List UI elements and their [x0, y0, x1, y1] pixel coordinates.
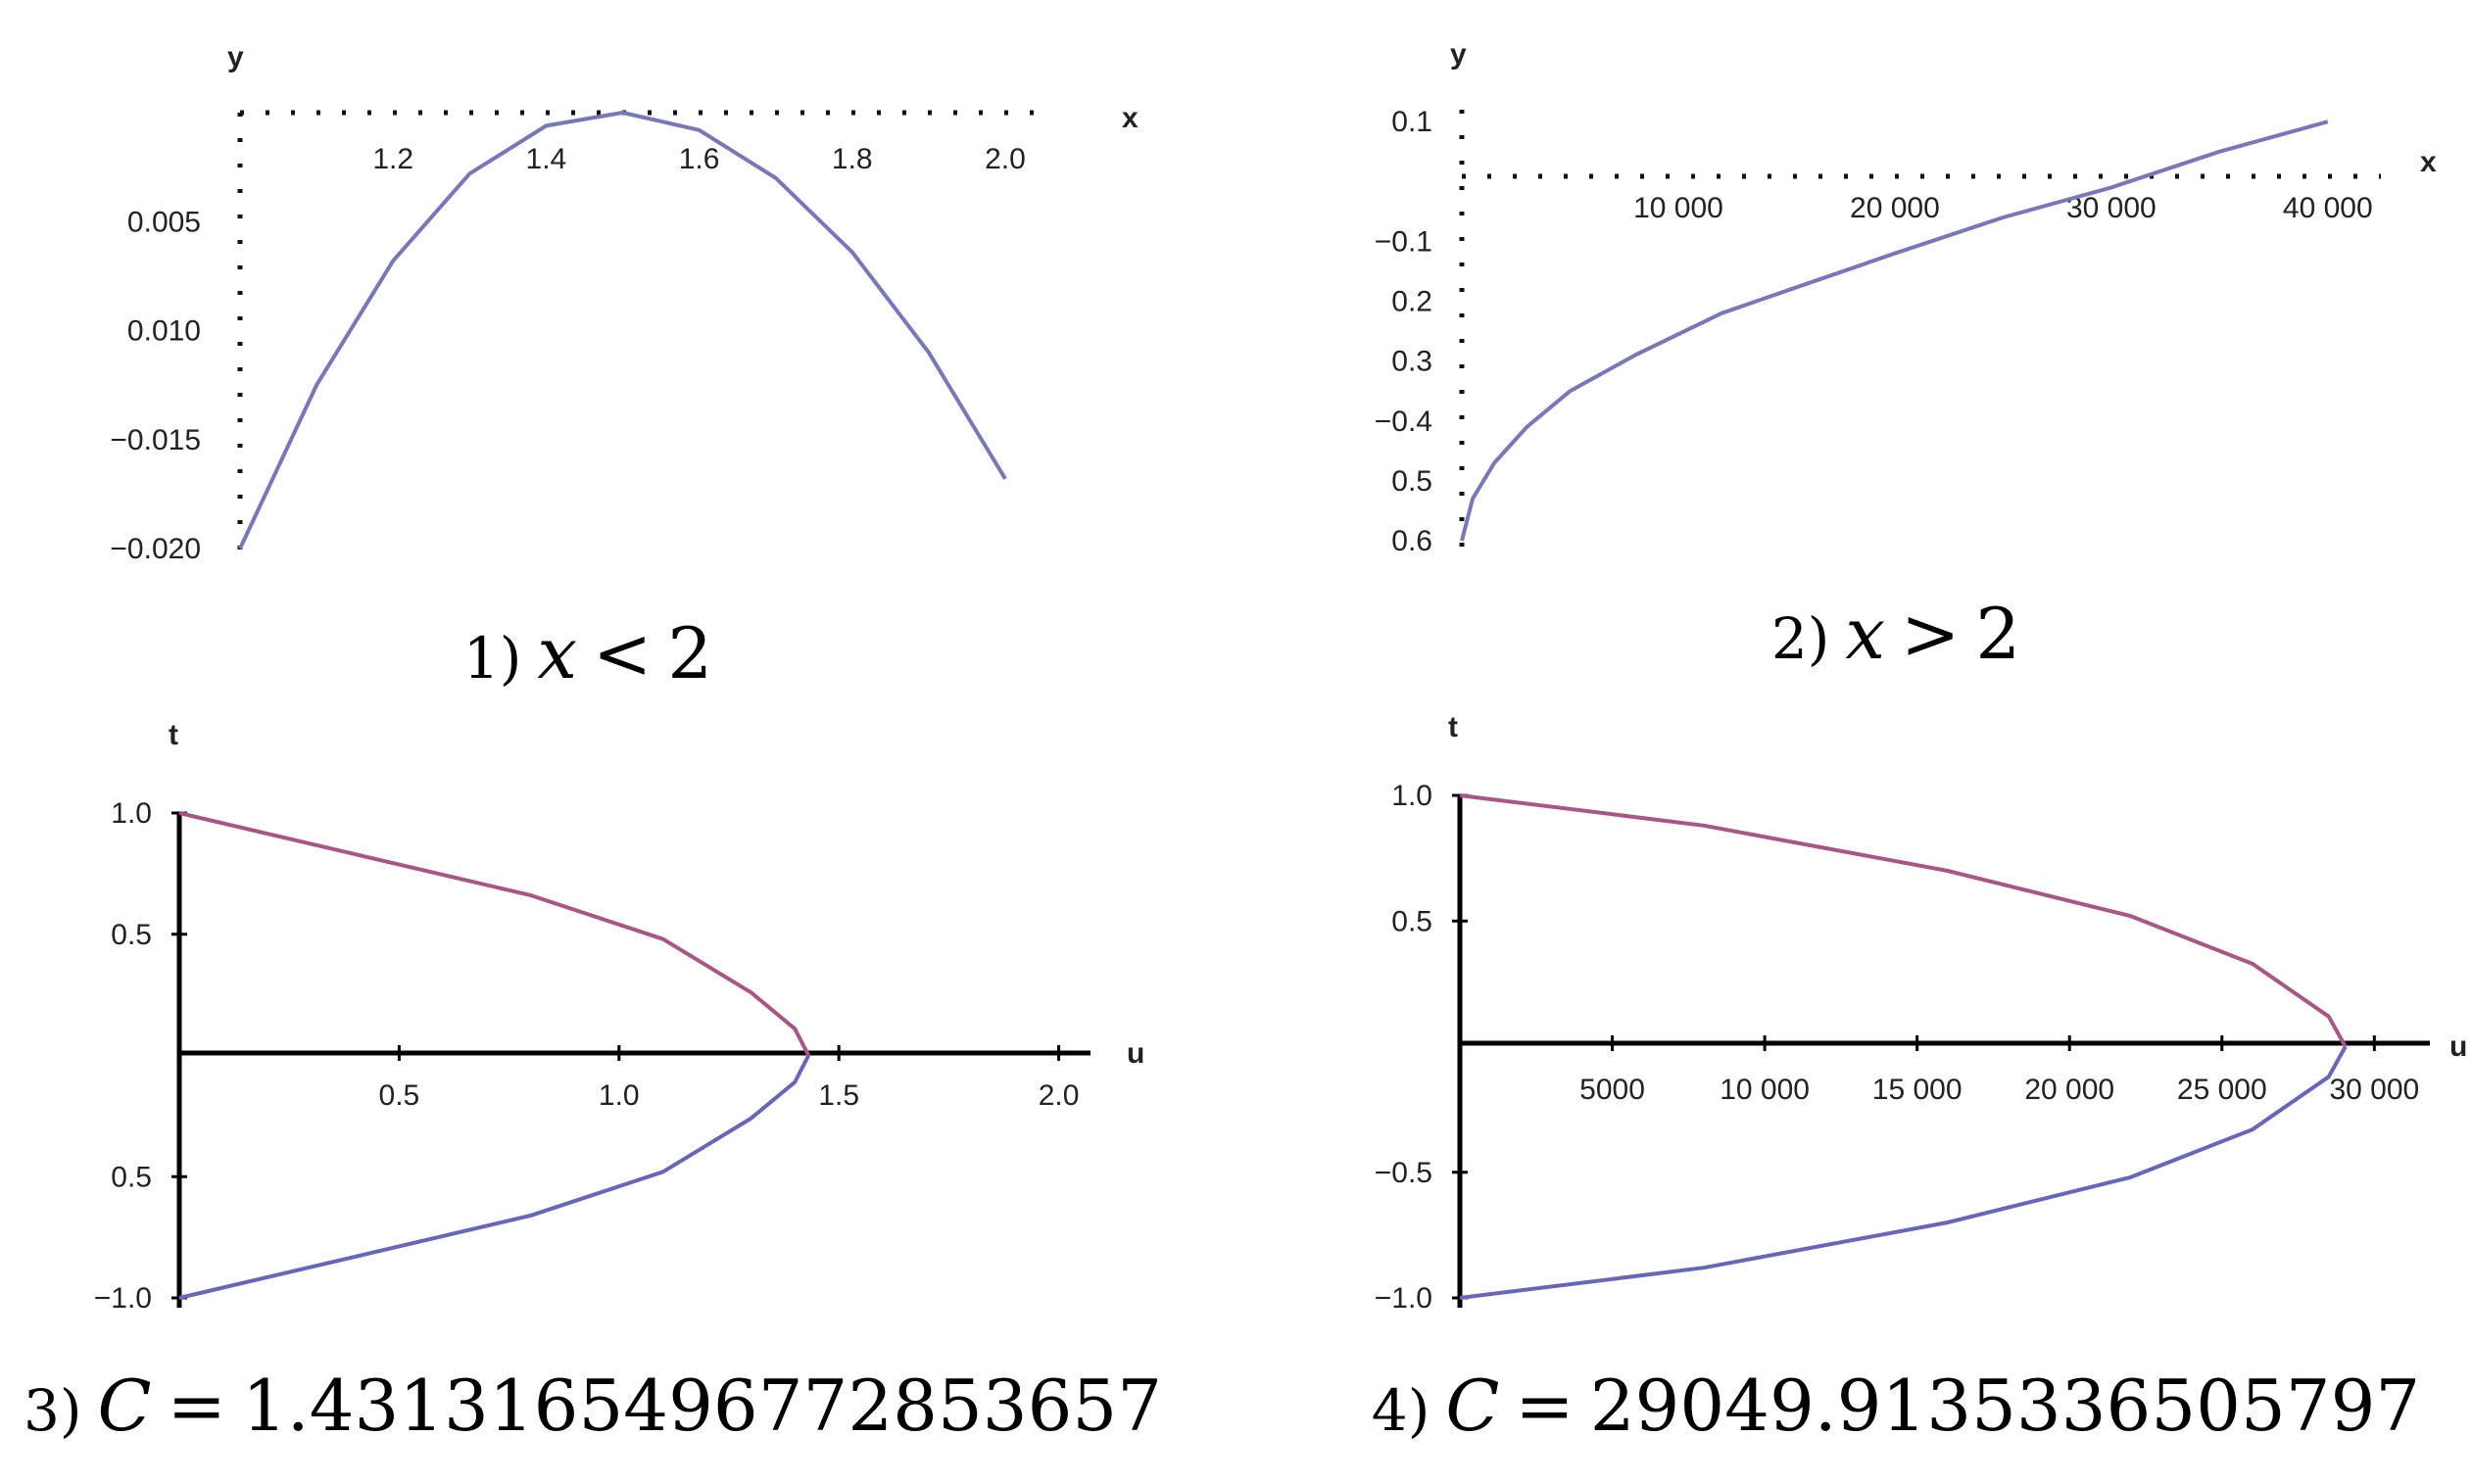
- y-tick-label: 0.1: [1391, 106, 1432, 138]
- x-tick-label: 1.5: [818, 1079, 859, 1112]
- caption-4-operator: =: [1515, 1364, 1574, 1447]
- y-tick-label: 0.2: [1391, 286, 1432, 318]
- y-tick-label: −1.0: [1375, 1282, 1432, 1315]
- y-tick-label: −0.4: [1375, 406, 1432, 438]
- x-axis-label: x: [2420, 146, 2437, 178]
- series-line-1: [1459, 793, 2348, 1048]
- x-tick-label: 1.0: [599, 1079, 640, 1112]
- series-line-2: [1459, 1045, 2348, 1300]
- caption-2-value: 2: [1975, 593, 2020, 675]
- x-tick-label: 1.4: [526, 143, 567, 175]
- y-tick-label: −0.015: [110, 424, 201, 456]
- caption-2-variable: x: [1845, 593, 1885, 675]
- caption-1: 1) x < 2: [463, 612, 712, 694]
- y-tick-label: 0.5: [1391, 465, 1432, 498]
- x-tick-label: 1.6: [679, 143, 720, 175]
- y-axis-label: t: [1448, 711, 1458, 743]
- x-tick-label: 40 000: [2283, 192, 2373, 224]
- caption-1-operator: <: [593, 612, 652, 694]
- x-axis-label: u: [1127, 1037, 1144, 1070]
- series-line-1: [238, 111, 1007, 550]
- plot-panel-3: u t 0.5 1.0 1.5 2.0 1.0 0.5 0.5 −1.0: [94, 719, 1145, 1315]
- caption-1-number: 1): [463, 625, 522, 692]
- x-axis-label: u: [2449, 1030, 2467, 1063]
- y-tick-label: 0.5: [111, 919, 152, 951]
- caption-4-variable: C: [1445, 1364, 1499, 1447]
- x-tick-label: 10 000: [1633, 192, 1723, 224]
- y-tick-label: −0.020: [110, 533, 201, 565]
- caption-2: 2) x > 2: [1771, 593, 2020, 675]
- caption-3-operator: =: [168, 1364, 226, 1447]
- caption-2-operator: >: [1901, 593, 1960, 675]
- y-axis-label: y: [227, 41, 244, 73]
- y-tick-label: −1.0: [94, 1282, 152, 1315]
- x-axis-label: x: [1122, 102, 1139, 134]
- x-tick-label: 25 000: [2177, 1074, 2267, 1106]
- series-line-1: [178, 811, 810, 1057]
- caption-3-value: 1.4313165496772853657: [242, 1364, 1162, 1447]
- x-tick-label: 2.0: [985, 143, 1026, 175]
- y-axis-label: t: [169, 719, 178, 751]
- caption-2-number: 2): [1771, 605, 1830, 672]
- y-axis-label: y: [1450, 38, 1467, 71]
- plot-panel-4: u t 5000 10 000 15 000 20 000 25 000 30 000 1.0 0…: [1375, 711, 2468, 1315]
- series-line-2: [178, 1054, 810, 1300]
- caption-3: 3) C = 1.4313165496772853657: [24, 1364, 1162, 1447]
- y-tick-label: 0.3: [1391, 346, 1432, 378]
- y-tick-label: 1.0: [111, 797, 152, 830]
- x-tick-label: 1.2: [372, 143, 413, 175]
- caption-1-value: 2: [667, 612, 712, 694]
- x-tick-label: 20 000: [2024, 1074, 2114, 1106]
- x-tick-label: 20 000: [1850, 192, 1940, 224]
- caption-1-variable: x: [537, 612, 577, 694]
- x-tick-label: 0.5: [379, 1079, 420, 1112]
- caption-4-number: 4): [1372, 1377, 1430, 1444]
- x-tick-label: 10 000: [1720, 1074, 1810, 1106]
- x-tick-label: 30 000: [2329, 1074, 2419, 1106]
- caption-3-number: 3): [24, 1377, 82, 1444]
- y-tick-label: 0.010: [127, 315, 201, 348]
- caption-3-variable: C: [98, 1364, 152, 1447]
- plot-panel-1: x y 1.2 1.4 1.6 1.8 2.0 0.005 0.010 −0.015 −0.020: [110, 41, 1139, 565]
- x-tick-label: 15 000: [1872, 1074, 1963, 1106]
- x-tick-label: 1.8: [832, 143, 873, 175]
- y-tick-label: 0.5: [1391, 905, 1432, 937]
- y-tick-label: 0.005: [127, 206, 201, 238]
- y-tick-label: 0.5: [111, 1161, 152, 1193]
- y-tick-label: −0.5: [1375, 1157, 1432, 1189]
- x-tick-label: 5000: [1579, 1074, 1645, 1106]
- y-tick-label: −0.1: [1375, 225, 1432, 258]
- series-line-1: [1460, 120, 2329, 542]
- caption-4-value: 29049.9135336505797: [1590, 1364, 2420, 1447]
- y-tick-label: 0.6: [1391, 525, 1432, 557]
- x-tick-label: 2.0: [1039, 1079, 1080, 1112]
- y-tick-label: 1.0: [1391, 780, 1432, 812]
- caption-4: 4) C = 29049.9135336505797: [1372, 1364, 2420, 1447]
